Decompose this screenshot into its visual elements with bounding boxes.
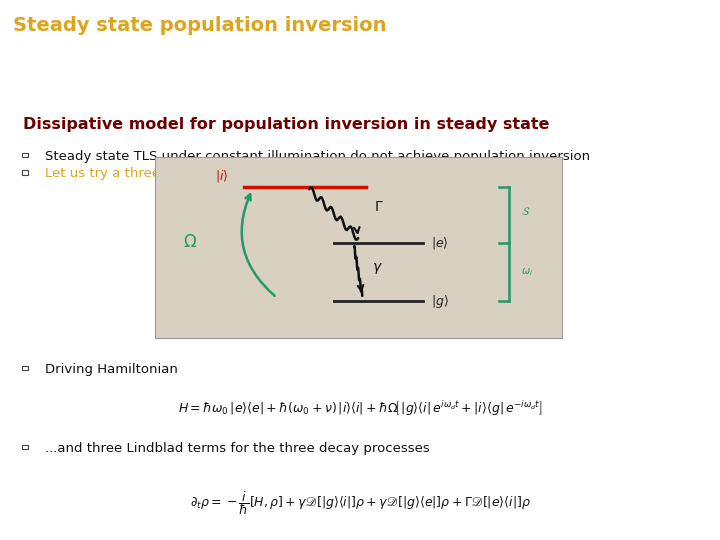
Text: $H = \hbar\omega_0\,|e\rangle\langle e| + \hbar(\omega_0+\nu)\,|i\rangle\langle : $H = \hbar\omega_0\,|e\rangle\langle e| …: [178, 399, 542, 418]
Text: Steady state population inversion: Steady state population inversion: [13, 17, 387, 36]
Text: (an intermediate level through which we pump): (an intermediate level through which we …: [176, 167, 500, 180]
Bar: [22, 445, 28, 449]
Text: $\partial_t\rho = -\dfrac{i}{\hbar}[H,\rho] + \gamma\mathscr{D}[|g\rangle\langle: $\partial_t\rho = -\dfrac{i}{\hbar}[H,\r…: [189, 489, 531, 517]
Text: $\mathcal{S}$: $\mathcal{S}$: [521, 205, 531, 217]
Text: Driving Hamiltonian: Driving Hamiltonian: [45, 363, 178, 376]
Text: $|g\rangle$: $|g\rangle$: [431, 293, 449, 310]
Text: $\gamma$: $\gamma$: [372, 261, 383, 275]
Text: $|i\rangle$: $|i\rangle$: [215, 168, 228, 184]
Text: Let us try a three level system: Let us try a three level system: [45, 167, 248, 180]
Bar: [22, 153, 28, 157]
Text: $\Omega$: $\Omega$: [184, 233, 197, 251]
Text: $|e\rangle$: $|e\rangle$: [431, 235, 449, 252]
Bar: [22, 170, 28, 174]
Text: $\omega_i$: $\omega_i$: [521, 266, 533, 278]
Bar: [22, 366, 28, 370]
Text: ...and three Lindblad terms for the three decay processes: ...and three Lindblad terms for the thre…: [45, 442, 429, 455]
Text: Steady state TLS under constant illumination do not achieve population inversion: Steady state TLS under constant illumina…: [45, 150, 590, 163]
Text: $\Gamma$: $\Gamma$: [374, 200, 384, 214]
Text: Dissipative model for population inversion in steady state: Dissipative model for population inversi…: [23, 117, 549, 132]
